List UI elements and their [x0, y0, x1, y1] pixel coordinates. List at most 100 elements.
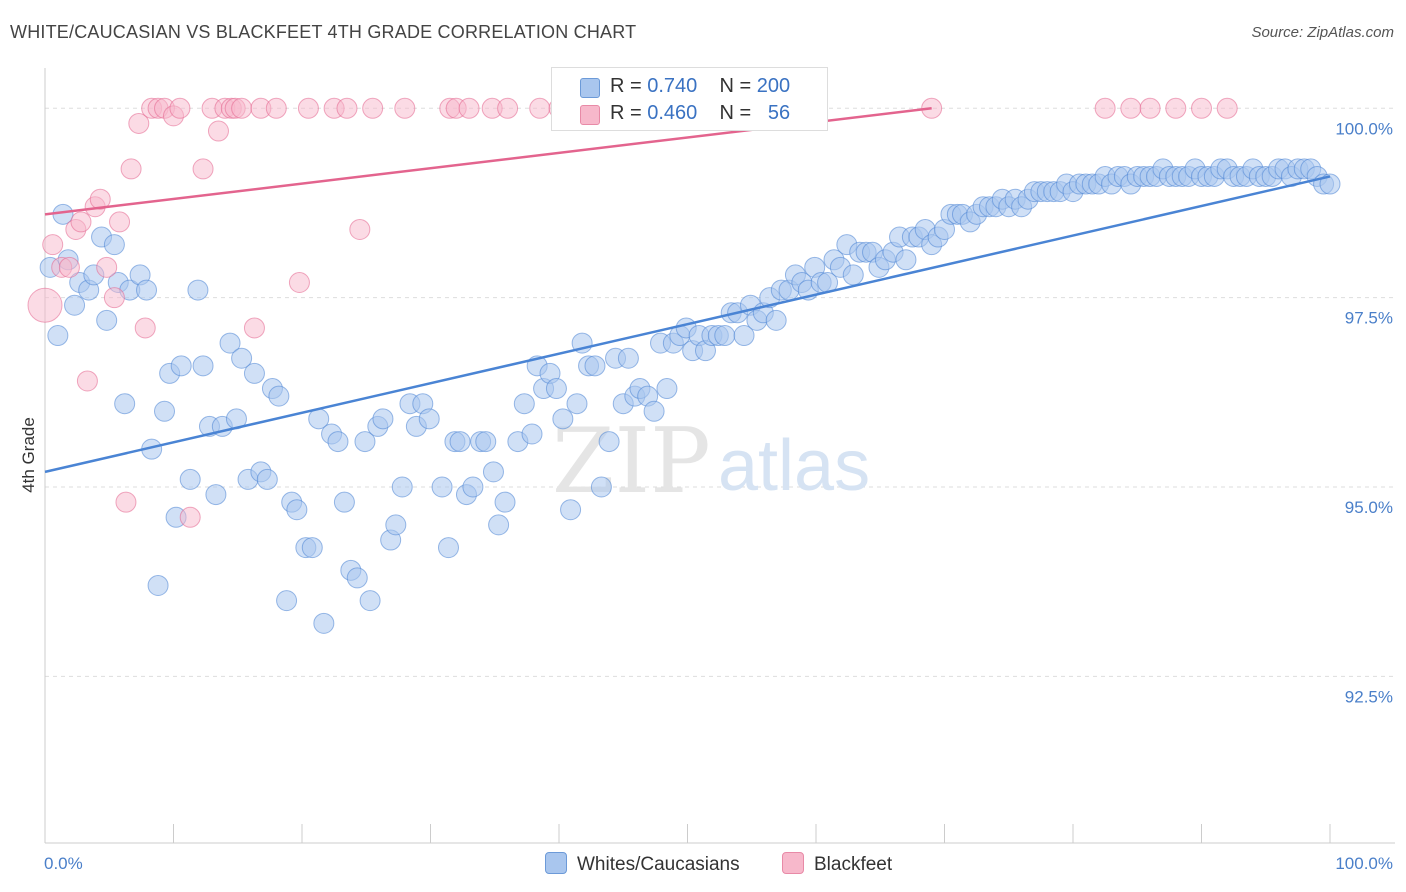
point-blackfeet-8 — [89, 188, 111, 210]
legend-swatch-whites — [580, 78, 600, 98]
point-whites-94 — [656, 378, 678, 400]
y-tick-label-3: 92.5% — [1345, 687, 1393, 706]
point-blackfeet-51 — [1120, 97, 1142, 119]
point-whites-17 — [147, 574, 169, 596]
legend-n-value-blackfeet: 56 — [767, 102, 791, 124]
point-whites-34 — [256, 468, 278, 490]
point-blackfeet-55 — [1216, 97, 1238, 119]
point-whites-32 — [243, 362, 265, 384]
grid-lines — [45, 107, 1395, 677]
point-whites-1 — [47, 325, 69, 347]
point-whites-63 — [449, 431, 471, 453]
point-whites-41 — [301, 537, 323, 559]
point-whites-26 — [205, 484, 227, 506]
point-blackfeet-37 — [362, 97, 384, 119]
point-whites-10 — [103, 234, 125, 256]
point-whites-50 — [359, 590, 381, 612]
legend-r-value-blackfeet: 0.460 — [647, 102, 698, 124]
point-whites-21 — [170, 355, 192, 377]
point-whites-22 — [179, 468, 201, 490]
x-tick-labels: 0.0% 100.0% — [44, 854, 1393, 873]
bottom-legend-swatch-blackfeet — [782, 852, 804, 874]
point-blackfeet-21 — [179, 506, 201, 528]
legend-r-value-whites: 0.740 — [647, 75, 698, 97]
point-blackfeet-14 — [128, 112, 150, 134]
point-whites-68 — [482, 461, 504, 483]
series-whites-points — [39, 158, 1341, 634]
point-blackfeet-54 — [1191, 97, 1212, 119]
point-whites-61 — [437, 537, 459, 559]
axes — [44, 68, 1395, 844]
point-blackfeet-31 — [265, 97, 287, 119]
point-whites-80 — [566, 393, 588, 415]
point-whites-65 — [462, 476, 484, 498]
point-blackfeet-5 — [70, 211, 92, 233]
point-whites-79 — [560, 499, 582, 521]
point-whites-59 — [418, 408, 440, 430]
point-whites-46 — [333, 491, 355, 513]
x-tick-label-1: 100.0% — [1335, 854, 1393, 873]
point-whites-24 — [192, 355, 214, 377]
point-whites-55 — [391, 476, 413, 498]
point-blackfeet-13 — [120, 158, 142, 180]
point-blackfeet-33 — [297, 97, 319, 119]
point-whites-85 — [598, 431, 620, 453]
point-blackfeet-52 — [1139, 97, 1161, 119]
point-whites-83 — [584, 355, 606, 377]
bottom-legend-swatch-whites — [545, 852, 567, 874]
legend-text-blackfeet: R = 0.460 N = 56 — [610, 102, 790, 125]
point-blackfeet-0 — [27, 287, 63, 323]
point-blackfeet-44 — [529, 97, 551, 119]
chart-title: WHITE/CAUCASIAN VS BLACKFEET 4TH GRADE C… — [10, 22, 637, 42]
point-whites-72 — [513, 393, 535, 415]
bottom-legend-label-blackfeet: Blackfeet — [814, 854, 893, 875]
legend-n-label: N = — [719, 75, 752, 97]
bottom-legend-blackfeet: Blackfeet — [782, 852, 892, 876]
y-axis-label: 4th Grade — [19, 417, 38, 493]
point-whites-103 — [714, 325, 736, 347]
point-whites-30 — [231, 347, 253, 369]
point-whites-67 — [475, 431, 497, 453]
watermark-zip: ZIP — [552, 409, 711, 514]
x-tick-label-0: 0.0% — [44, 854, 83, 873]
point-blackfeet-12 — [115, 491, 137, 513]
point-blackfeet-9 — [96, 256, 118, 278]
point-whites-197 — [1319, 173, 1341, 195]
point-whites-92 — [643, 400, 665, 422]
point-whites-43 — [313, 612, 335, 634]
point-whites-78 — [552, 408, 574, 430]
point-blackfeet-10 — [103, 287, 125, 309]
point-blackfeet-36 — [349, 218, 371, 240]
legend-text-whites: R = 0.740 N = 200 — [610, 75, 790, 98]
point-whites-84 — [590, 476, 612, 498]
point-blackfeet-53 — [1165, 97, 1187, 119]
watermark: ZIP atlas — [552, 409, 870, 514]
point-whites-23 — [187, 279, 209, 301]
point-whites-123 — [842, 264, 864, 286]
point-whites-77 — [545, 378, 567, 400]
point-blackfeet-41 — [458, 97, 480, 119]
point-blackfeet-28 — [231, 97, 253, 119]
point-blackfeet-32 — [288, 272, 310, 294]
point-whites-28 — [219, 332, 241, 354]
point-blackfeet-43 — [497, 97, 519, 119]
point-whites-18 — [154, 400, 176, 422]
point-whites-60 — [431, 476, 453, 498]
point-whites-48 — [346, 567, 368, 589]
point-whites-70 — [494, 491, 516, 513]
point-blackfeet-24 — [207, 120, 229, 142]
point-whites-45 — [327, 431, 349, 453]
y-tick-label-0: 100.0% — [1335, 119, 1393, 138]
point-whites-39 — [286, 499, 308, 521]
point-blackfeet-50 — [1094, 97, 1116, 119]
point-whites-69 — [488, 514, 510, 536]
point-whites-52 — [372, 408, 394, 430]
point-whites-49 — [354, 431, 376, 453]
y-tick-label-1: 97.5% — [1345, 309, 1393, 328]
bottom-legend-label-whites: Whites/Caucasians — [577, 854, 740, 875]
point-blackfeet-38 — [394, 97, 416, 119]
y-tick-label-2: 95.0% — [1345, 498, 1393, 517]
trend-line-whites — [44, 175, 1331, 474]
point-whites-37 — [276, 590, 298, 612]
